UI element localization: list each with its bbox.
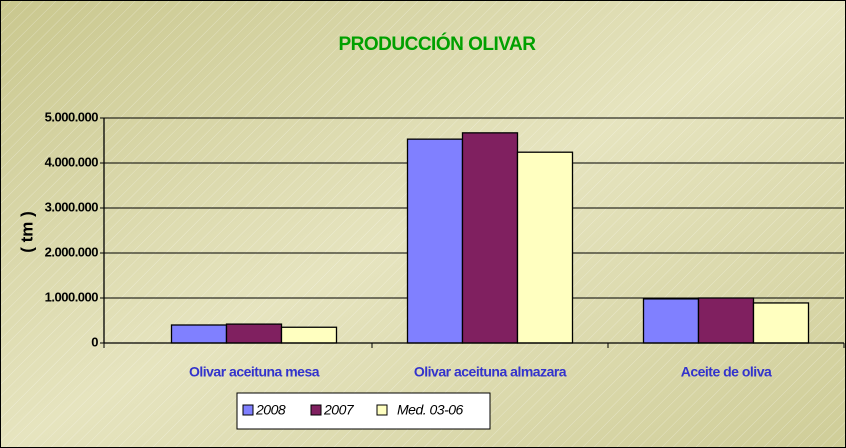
legend-swatch	[310, 404, 322, 416]
y-tick-label: 2.000.000	[45, 244, 99, 259]
x-tick-label: Olivar aceituna mesa	[189, 364, 320, 380]
legend-swatch	[242, 404, 254, 416]
legend	[236, 392, 491, 430]
bar	[280, 326, 338, 344]
y-tick-label: 4.000.000	[45, 154, 99, 169]
bar	[752, 302, 810, 344]
y-axis-title: ( tm )	[17, 211, 36, 253]
chart-title: PRODUCCIÓN OLIVAR	[339, 33, 537, 55]
y-tick-label: 0	[91, 334, 98, 349]
bar	[697, 297, 755, 344]
bar	[406, 138, 464, 344]
bar	[225, 323, 283, 344]
y-tick-label: 3.000.000	[45, 199, 99, 214]
x-tick-label: Olivar aceituna almazara	[414, 364, 567, 380]
x-tick-label: Aceite de oliva	[681, 364, 772, 380]
bar	[642, 298, 700, 344]
legend-label: 2008	[255, 402, 286, 418]
y-tick-label: 5.000.000	[45, 109, 99, 124]
legend-label: Med. 03-06	[397, 402, 464, 418]
y-tick-label: 1.000.000	[45, 289, 99, 304]
legend-label: 2007	[323, 402, 355, 418]
bar	[461, 132, 519, 344]
bar	[516, 151, 574, 344]
legend-swatch	[376, 404, 388, 416]
bar	[170, 324, 228, 344]
